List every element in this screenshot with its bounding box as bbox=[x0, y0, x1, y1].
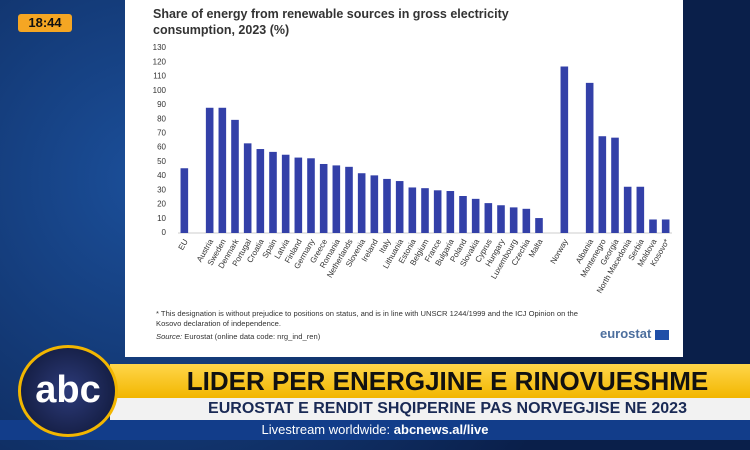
bar bbox=[459, 196, 467, 233]
y-tick-label: 40 bbox=[157, 171, 166, 180]
source-text: Eurostat (online data code: nrg_ind_ren) bbox=[184, 332, 321, 341]
bar bbox=[585, 82, 594, 233]
bar bbox=[509, 207, 518, 233]
bar bbox=[395, 181, 404, 233]
y-tick-label: 30 bbox=[157, 185, 166, 194]
bar bbox=[243, 143, 252, 233]
bar bbox=[231, 119, 239, 233]
headline: LIDER PER ENERGJINE E RINOVUESHME bbox=[186, 366, 709, 396]
livestream: Livestream worldwide: abcnews.al/live bbox=[0, 420, 750, 440]
x-tick-label: Norway bbox=[549, 238, 570, 266]
bar bbox=[294, 157, 303, 233]
chart-title: Share of energy from renewable sources i… bbox=[153, 7, 509, 37]
headline-bar bbox=[110, 364, 750, 398]
bar bbox=[383, 178, 391, 233]
source: Source: Eurostat (online data code: nrg_… bbox=[156, 332, 320, 341]
bar bbox=[345, 166, 353, 233]
bar bbox=[598, 136, 607, 233]
channel-logo: abc bbox=[18, 345, 118, 437]
bar bbox=[357, 173, 366, 233]
bar bbox=[332, 165, 341, 233]
y-tick-label: 60 bbox=[157, 143, 166, 152]
livestream-bar bbox=[0, 420, 750, 440]
y-tick-label: 20 bbox=[157, 200, 166, 209]
y-tick-label: 80 bbox=[157, 114, 166, 123]
y-tick-label: 50 bbox=[157, 157, 166, 166]
livestream-url: abcnews.al/live bbox=[393, 422, 489, 437]
bar bbox=[471, 198, 480, 233]
bar bbox=[623, 186, 632, 233]
subheadline-bar bbox=[110, 398, 750, 420]
source-label: Source: bbox=[156, 332, 183, 341]
livestream-label: Livestream worldwide: bbox=[261, 422, 391, 437]
y-tick-label: 100 bbox=[153, 86, 167, 95]
y-tick-label: 90 bbox=[157, 100, 166, 109]
bar bbox=[281, 154, 290, 233]
bar bbox=[661, 219, 670, 233]
eurostat-logo: eurostat bbox=[600, 326, 669, 341]
bar bbox=[218, 107, 227, 233]
bar bbox=[649, 219, 657, 233]
bar bbox=[421, 188, 429, 233]
bar bbox=[408, 187, 417, 233]
x-tick-label: EU bbox=[177, 237, 190, 251]
bar bbox=[256, 149, 265, 233]
subheadline: EUROSTAT E RENDIT SHQIPERINE PAS NORVEGJ… bbox=[208, 400, 687, 417]
bar bbox=[560, 66, 569, 233]
y-tick-label: 130 bbox=[153, 43, 167, 52]
clock: 18:44 bbox=[18, 14, 72, 32]
bar bbox=[446, 191, 455, 233]
bar bbox=[497, 205, 505, 233]
bar bbox=[307, 158, 315, 233]
bar bbox=[319, 163, 328, 233]
bar bbox=[535, 218, 543, 233]
y-tick-label: 10 bbox=[157, 214, 166, 223]
bar bbox=[611, 137, 619, 233]
y-tick-label: 110 bbox=[153, 72, 166, 81]
bar bbox=[433, 190, 442, 233]
y-tick-label: 0 bbox=[162, 228, 167, 237]
bar bbox=[636, 186, 645, 233]
bar bbox=[269, 151, 277, 233]
y-tick-label: 120 bbox=[153, 57, 167, 66]
y-tick-label: 70 bbox=[157, 128, 166, 137]
bar bbox=[180, 168, 189, 233]
bar bbox=[370, 175, 379, 233]
bar bbox=[205, 107, 214, 233]
footnote: * This designation is without prejudice … bbox=[156, 309, 578, 328]
x-tick-label: Malta bbox=[527, 237, 545, 259]
bar bbox=[522, 208, 531, 233]
bar bbox=[484, 203, 493, 233]
logo-text: eurostat bbox=[600, 326, 652, 341]
